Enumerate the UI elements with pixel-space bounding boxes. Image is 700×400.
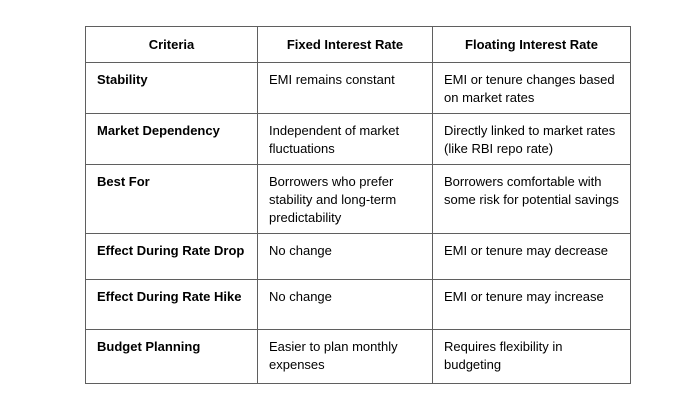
comparison-table: Criteria Fixed Interest Rate Floating In… xyxy=(85,26,631,384)
cell-criteria: Best For xyxy=(85,164,258,234)
cell-fixed: No change xyxy=(257,279,433,330)
cell-criteria: Effect During Rate Hike xyxy=(85,279,258,330)
table-row: Stability EMI remains constant EMI or te… xyxy=(85,62,631,114)
table-row: Market Dependency Independent of market … xyxy=(85,113,631,165)
cell-fixed: Independent of market fluctuations xyxy=(257,113,433,165)
cell-criteria: Budget Planning xyxy=(85,329,258,384)
cell-fixed: EMI remains constant xyxy=(257,62,433,114)
cell-criteria: Market Dependency xyxy=(85,113,258,165)
cell-fixed: No change xyxy=(257,233,433,280)
cell-criteria: Stability xyxy=(85,62,258,114)
table-header-row: Criteria Fixed Interest Rate Floating In… xyxy=(85,26,631,63)
table-row: Effect During Rate Drop No change EMI or… xyxy=(85,233,631,280)
table-row: Effect During Rate Hike No change EMI or… xyxy=(85,279,631,330)
table-row: Budget Planning Easier to plan monthly e… xyxy=(85,329,631,384)
header-criteria: Criteria xyxy=(85,26,258,63)
cell-floating: Borrowers comfortable with some risk for… xyxy=(432,164,631,234)
cell-floating: Requires flexibility in budgeting xyxy=(432,329,631,384)
header-fixed-interest-rate: Fixed Interest Rate xyxy=(257,26,433,63)
cell-fixed: Borrowers who prefer stability and long-… xyxy=(257,164,433,234)
table-row: Best For Borrowers who prefer stability … xyxy=(85,164,631,234)
cell-criteria: Effect During Rate Drop xyxy=(85,233,258,280)
header-floating-interest-rate: Floating Interest Rate xyxy=(432,26,631,63)
cell-fixed: Easier to plan monthly expenses xyxy=(257,329,433,384)
cell-floating: Directly linked to market rates (like RB… xyxy=(432,113,631,165)
cell-floating: EMI or tenure changes based on market ra… xyxy=(432,62,631,114)
cell-floating: EMI or tenure may decrease xyxy=(432,233,631,280)
cell-floating: EMI or tenure may increase xyxy=(432,279,631,330)
